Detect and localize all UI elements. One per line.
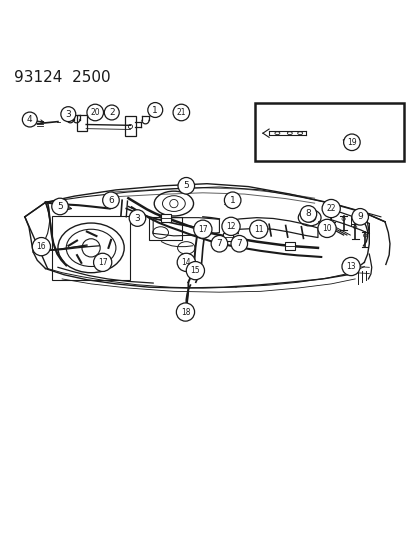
Circle shape bbox=[341, 217, 344, 221]
Circle shape bbox=[129, 210, 145, 227]
Circle shape bbox=[224, 192, 240, 208]
Circle shape bbox=[329, 209, 332, 212]
Text: 6: 6 bbox=[108, 196, 114, 205]
Bar bbox=[222, 233, 232, 241]
Circle shape bbox=[52, 198, 68, 215]
Circle shape bbox=[351, 208, 368, 225]
Circle shape bbox=[22, 112, 37, 127]
Text: 10: 10 bbox=[321, 224, 331, 233]
Circle shape bbox=[147, 102, 162, 117]
Text: 20: 20 bbox=[90, 108, 100, 117]
Circle shape bbox=[321, 199, 339, 217]
Text: 8: 8 bbox=[305, 209, 311, 219]
Text: 9: 9 bbox=[356, 212, 362, 221]
Bar bbox=[284, 243, 294, 250]
Text: 19: 19 bbox=[346, 138, 356, 147]
Text: 21: 21 bbox=[176, 108, 185, 117]
Circle shape bbox=[87, 104, 103, 121]
Circle shape bbox=[178, 177, 194, 194]
Circle shape bbox=[82, 239, 100, 257]
Text: 5: 5 bbox=[57, 202, 63, 211]
Text: 3: 3 bbox=[65, 110, 71, 119]
Circle shape bbox=[230, 236, 247, 252]
Text: 17: 17 bbox=[97, 258, 107, 267]
Circle shape bbox=[211, 236, 227, 252]
Text: 2: 2 bbox=[109, 108, 114, 117]
Bar bbox=[254, 103, 403, 161]
Text: 11: 11 bbox=[254, 225, 263, 234]
Circle shape bbox=[93, 253, 112, 271]
Text: 7: 7 bbox=[236, 239, 242, 248]
Circle shape bbox=[193, 220, 211, 238]
Text: 5: 5 bbox=[183, 181, 189, 190]
Circle shape bbox=[341, 257, 359, 276]
Text: 17: 17 bbox=[197, 225, 207, 234]
Text: 7: 7 bbox=[216, 239, 222, 248]
Text: 3: 3 bbox=[134, 214, 140, 223]
Circle shape bbox=[104, 105, 119, 120]
Circle shape bbox=[317, 219, 335, 238]
Circle shape bbox=[177, 253, 195, 271]
Text: 18: 18 bbox=[180, 308, 190, 317]
Text: 15: 15 bbox=[190, 266, 200, 275]
Text: 14: 14 bbox=[181, 258, 191, 267]
Bar bbox=[149, 217, 182, 240]
Text: 12: 12 bbox=[226, 222, 235, 231]
Circle shape bbox=[299, 206, 316, 222]
Circle shape bbox=[61, 107, 76, 122]
Text: 4: 4 bbox=[27, 115, 33, 124]
Text: 93124  2500: 93124 2500 bbox=[14, 70, 111, 85]
Circle shape bbox=[102, 192, 119, 208]
Text: 22: 22 bbox=[326, 204, 335, 213]
Bar bbox=[125, 116, 135, 136]
Circle shape bbox=[353, 225, 356, 229]
Circle shape bbox=[363, 234, 366, 237]
Text: 16: 16 bbox=[36, 242, 46, 251]
Circle shape bbox=[186, 262, 204, 280]
Text: 1: 1 bbox=[229, 196, 235, 205]
Bar bbox=[160, 214, 170, 222]
Bar bbox=[52, 215, 130, 280]
Circle shape bbox=[32, 238, 50, 256]
Circle shape bbox=[221, 217, 240, 236]
Circle shape bbox=[249, 220, 267, 238]
Circle shape bbox=[343, 134, 359, 151]
Circle shape bbox=[176, 303, 194, 321]
Bar bbox=[77, 115, 86, 131]
Text: 1: 1 bbox=[152, 106, 158, 115]
Text: 13: 13 bbox=[345, 262, 355, 271]
Circle shape bbox=[173, 104, 189, 121]
